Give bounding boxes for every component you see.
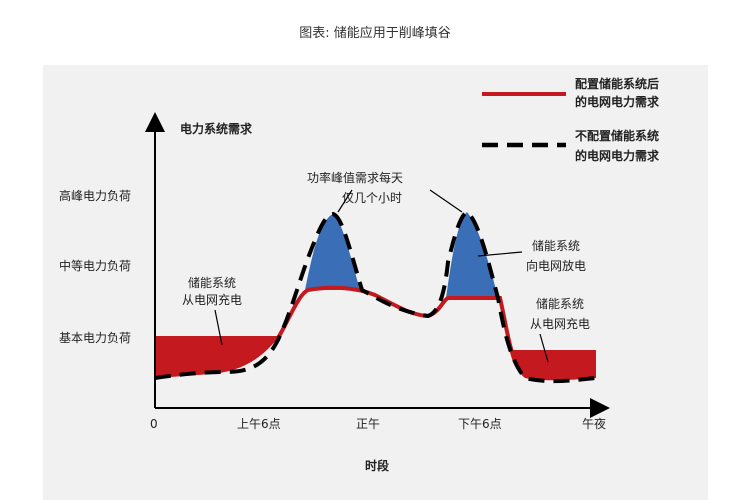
annotation-discharge-pointer bbox=[477, 251, 523, 257]
annotation-charge-right-line1: 储能系统 bbox=[536, 296, 584, 311]
y-level-medium: 中等电力负荷 bbox=[59, 258, 131, 273]
y-level-base: 基本电力负荷 bbox=[59, 331, 131, 345]
annotation-peak-pointer1 bbox=[337, 189, 353, 213]
x-tick-6am: 上午6点 bbox=[237, 417, 281, 431]
annotation-peak-pointer2 bbox=[429, 189, 463, 213]
charge-area-left bbox=[155, 338, 278, 378]
legend-solid-line2: 的电网电力需求 bbox=[575, 94, 660, 109]
annotation-peak-line2: 仅几个小时 bbox=[342, 191, 402, 205]
discharge-area-peak1 bbox=[305, 214, 360, 290]
annotation-peak-line1: 功率峰值需求每天 bbox=[307, 170, 403, 185]
x-tick-0: 0 bbox=[150, 417, 158, 431]
annotation-charge-right-pointer bbox=[539, 333, 549, 363]
annotation-charge-left-line2: 从电网充电 bbox=[182, 292, 242, 307]
x-tick-6pm: 下午6点 bbox=[458, 417, 502, 431]
legend-solid-line1: 配置储能系统后 bbox=[575, 76, 659, 91]
legend-dashed-line1: 不配置储能系统 bbox=[575, 128, 659, 143]
legend-dashed-line2: 的电网电力需求 bbox=[575, 148, 660, 163]
dashed-demand-line bbox=[154, 209, 597, 384]
annotation-charge-right-line2: 从电网充电 bbox=[530, 316, 590, 331]
diagram-panel bbox=[43, 65, 708, 500]
page-title: 图表: 储能应用于削峰填谷 bbox=[299, 26, 451, 41]
x-axis-title: 时段 bbox=[365, 458, 390, 473]
charge-area-right bbox=[510, 352, 596, 381]
annotation-charge-left-pointer bbox=[214, 309, 223, 346]
x-tick-midnight: 午夜 bbox=[582, 416, 606, 431]
x-tick-noon: 正午 bbox=[356, 417, 380, 431]
annotation-discharge-line2: 向电网放电 bbox=[526, 258, 586, 273]
discharge-area-peak2 bbox=[446, 212, 498, 298]
y-level-peak: 高峰电力负荷 bbox=[59, 188, 131, 203]
y-axis-title: 电力系统需求 bbox=[180, 121, 253, 136]
annotation-discharge-line1: 储能系统 bbox=[532, 238, 580, 253]
annotation-charge-left-line1: 储能系统 bbox=[188, 275, 236, 290]
